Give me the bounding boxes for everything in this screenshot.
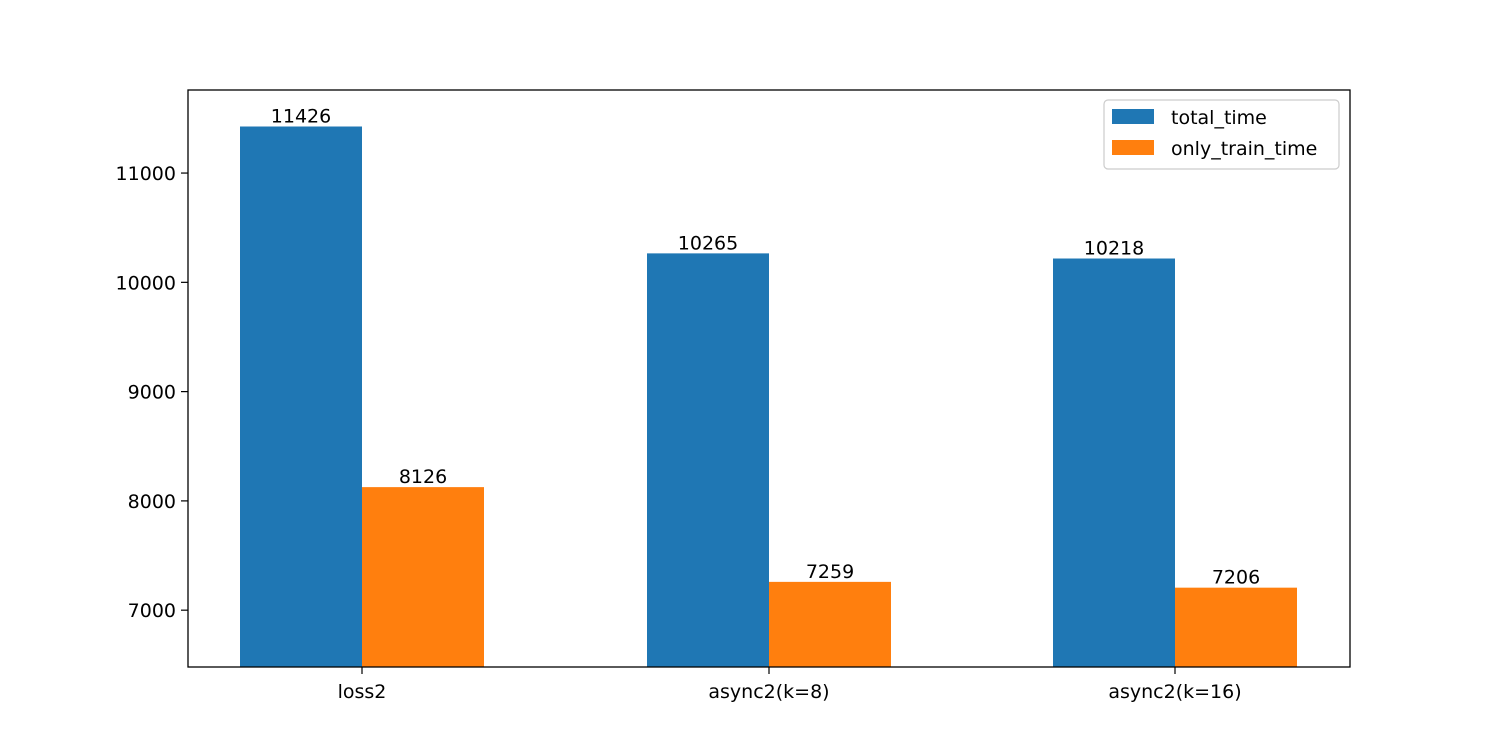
legend-label: total_time — [1171, 107, 1267, 129]
data-label: 10218 — [1084, 238, 1144, 260]
y-tick-label: 10000 — [116, 272, 176, 294]
legend: total_time only_train_time — [1103, 99, 1340, 170]
data-label: 7206 — [1212, 567, 1260, 589]
data-labels: 11426 10265 10218 8126 7259 7206 — [271, 105, 1260, 588]
legend-box — [1103, 99, 1340, 170]
bar-only-train-time-2 — [769, 581, 891, 667]
data-label: 8126 — [399, 466, 447, 488]
bars-layer — [240, 126, 1297, 667]
bar-total-time-1 — [240, 126, 362, 667]
data-label: 7259 — [806, 561, 854, 583]
bar-total-time-3 — [1053, 258, 1175, 667]
y-tick-label: 8000 — [128, 491, 176, 513]
bar-total-time-2 — [647, 253, 769, 667]
x-tick-label: loss2 — [338, 681, 387, 703]
legend-swatch-total-time — [1112, 109, 1154, 124]
legend-label: only_train_time — [1171, 138, 1317, 160]
bar-only-train-time-1 — [362, 487, 484, 667]
x-tick-label: async2(k=8) — [708, 681, 829, 703]
data-label: 10265 — [678, 232, 738, 254]
legend-swatch-only-train-time — [1112, 140, 1154, 155]
y-tick-label: 11000 — [116, 163, 176, 185]
x-axis: loss2 async2(k=8) async2(k=16) — [338, 667, 1242, 703]
bar-only-train-time-3 — [1175, 587, 1297, 667]
x-tick-label: async2(k=16) — [1108, 681, 1241, 703]
y-tick-label: 9000 — [128, 382, 176, 404]
y-tick-label: 7000 — [128, 600, 176, 622]
data-label: 11426 — [271, 105, 331, 127]
y-axis: 7000 8000 9000 10000 11000 — [116, 163, 188, 622]
